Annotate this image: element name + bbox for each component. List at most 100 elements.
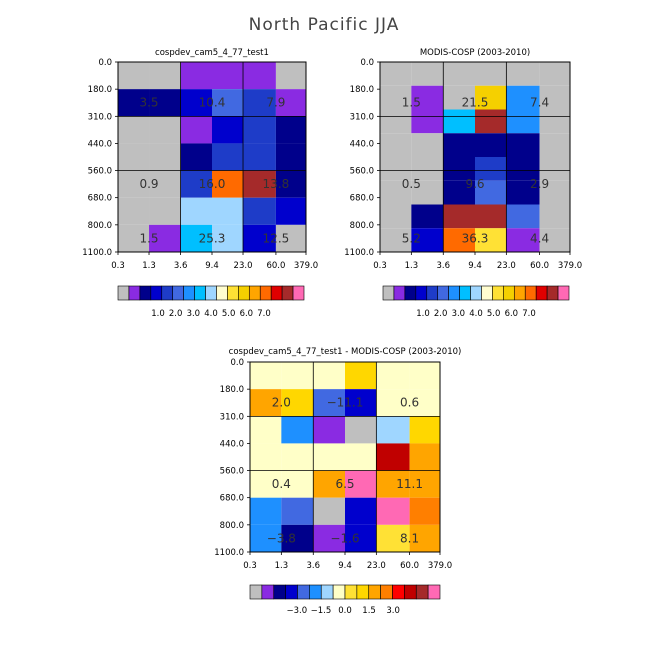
colorbar-swatch xyxy=(183,285,195,301)
colorbar-swatch xyxy=(292,285,305,301)
y-tick-label: 310.0 xyxy=(350,112,374,122)
colorbar-swatch xyxy=(285,584,298,600)
heatmap-cell xyxy=(475,62,507,86)
cell-value-label: 7.4 xyxy=(530,96,549,110)
heatmap-cell xyxy=(380,85,412,110)
heatmap-cell xyxy=(275,143,306,171)
heatmap-cell xyxy=(243,116,276,144)
cell-value-label: 0.4 xyxy=(272,477,291,491)
colorbar-swatch xyxy=(380,584,393,600)
cell-value-label: 1.5 xyxy=(402,96,421,110)
x-tick-label: 23.0 xyxy=(367,561,386,571)
colorbar-swatch xyxy=(227,285,239,301)
colorbar-label: 1.0 xyxy=(416,309,430,319)
cell-value-label: 0.6 xyxy=(400,396,419,410)
heatmap-cell xyxy=(275,224,306,252)
heatmap-cell xyxy=(443,228,475,252)
y-tick-label: 440.0 xyxy=(350,140,374,150)
heatmap-cell xyxy=(376,497,410,525)
heatmap-cell xyxy=(180,89,212,117)
heatmap-cell xyxy=(180,224,212,252)
colorbar-swatch xyxy=(261,584,275,600)
heatmap-cell xyxy=(380,228,412,252)
heatmap-cell xyxy=(212,89,244,117)
heatmap-cell xyxy=(539,133,570,157)
colorbar-label: 3.0 xyxy=(386,606,400,616)
heatmap-cell xyxy=(281,362,314,390)
x-tick-label: 9.4 xyxy=(468,261,482,271)
colorbar-swatch xyxy=(297,584,310,600)
heatmap-cell xyxy=(243,62,276,90)
colorbar-swatch xyxy=(128,285,141,301)
heatmap-cell xyxy=(443,133,475,157)
heatmap-cell xyxy=(180,62,212,90)
heatmap-cell xyxy=(443,204,475,229)
heatmap-cell xyxy=(539,85,570,110)
x-tick-label: 379.0 xyxy=(428,561,452,571)
heatmap-cell xyxy=(149,62,181,90)
heatmap-cell xyxy=(411,180,444,205)
heatmap-cell xyxy=(345,416,377,444)
colorbar-swatch xyxy=(139,285,152,301)
heatmap-cell xyxy=(118,143,150,171)
colorbar-label: 7.0 xyxy=(522,309,536,319)
heatmap-cell xyxy=(149,224,181,252)
cell-value-label: 3.5 xyxy=(139,96,158,110)
cell-value-label: 6.5 xyxy=(335,477,354,491)
cell-value-label: 0.9 xyxy=(139,177,158,191)
heatmap-cell xyxy=(409,524,440,552)
heatmap-cell xyxy=(411,204,444,229)
heatmap-cell xyxy=(313,389,345,417)
colorbar-swatch xyxy=(393,285,406,301)
heatmap-cell xyxy=(250,389,282,417)
cell-value-label: 25.3 xyxy=(199,231,226,245)
heatmap-cell xyxy=(345,443,377,471)
heatmap-cell xyxy=(212,197,244,225)
heatmap-cell xyxy=(475,180,507,205)
x-tick-label: 1.3 xyxy=(405,261,419,271)
colorbar-swatch xyxy=(332,584,346,600)
y-tick-label: 800.0 xyxy=(220,521,244,531)
cell-value-label: 1.5 xyxy=(139,231,158,245)
heatmap-cell xyxy=(118,116,150,144)
panel-observations: MODIS-COSP (2003-2010) 0.0 180.0 310.0 440.0… xyxy=(344,48,582,319)
colorbar-swatch xyxy=(320,584,334,600)
heatmap-cell xyxy=(243,170,276,198)
heatmap-cell xyxy=(212,143,244,171)
x-tick-label: 1.3 xyxy=(142,261,156,271)
colorbar-swatch xyxy=(344,584,358,600)
heatmap-cell xyxy=(118,197,150,225)
heatmap-cell xyxy=(212,62,244,90)
heatmap-cell xyxy=(281,416,314,444)
y-tick-label: 440.0 xyxy=(88,140,112,150)
colorbar-label: −1.5 xyxy=(311,606,332,616)
heatmap-cell xyxy=(275,197,306,225)
colorbar-label: 0.0 xyxy=(338,606,352,616)
heatmap-cell xyxy=(345,524,377,552)
x-tick-label: 1.3 xyxy=(275,561,289,571)
heatmap-cell xyxy=(275,116,306,144)
cell-value-label: 2.9 xyxy=(530,177,549,191)
heatmap-cell xyxy=(475,204,507,229)
heatmap-cell xyxy=(539,204,570,229)
colorbar-swatch xyxy=(216,285,228,301)
panel-title: cospdev_cam5_4_77_test1 - MODIS-COSP (20… xyxy=(229,347,462,357)
x-tick-label: 60.0 xyxy=(530,261,549,271)
y-tick-label: 800.0 xyxy=(350,221,374,231)
heatmap-cell xyxy=(539,157,570,181)
colorbar-label: 2.0 xyxy=(434,309,448,319)
colorbar-label: 1.5 xyxy=(362,606,376,616)
colorbar-swatch xyxy=(356,584,370,600)
heatmap-cell xyxy=(506,62,540,86)
heatmap-cell xyxy=(380,180,412,205)
heatmap-cell xyxy=(539,180,570,205)
heatmap-cell xyxy=(443,85,475,110)
y-tick-label: 800.0 xyxy=(88,221,112,231)
heatmap-cell xyxy=(313,362,345,390)
colorbar-swatch xyxy=(426,285,439,301)
colorbar-label: 6.0 xyxy=(240,309,254,319)
colorbar-swatch xyxy=(415,285,428,301)
colorbar-swatch xyxy=(470,285,482,301)
heatmap-cell xyxy=(411,109,444,134)
heatmap-cell xyxy=(411,228,444,252)
